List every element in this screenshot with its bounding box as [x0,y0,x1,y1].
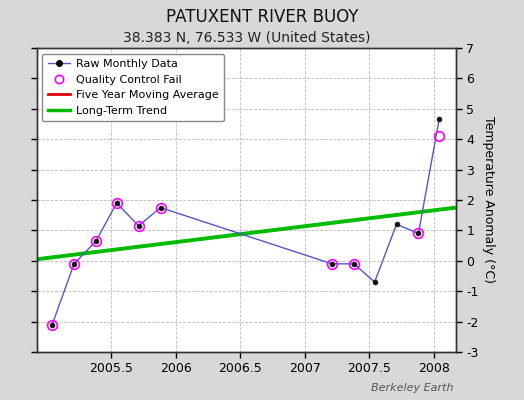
Legend: Raw Monthly Data, Quality Control Fail, Five Year Moving Average, Long-Term Tren: Raw Monthly Data, Quality Control Fail, … [42,54,224,121]
Title: 38.383 N, 76.533 W (United States): 38.383 N, 76.533 W (United States) [123,32,370,46]
Text: Berkeley Earth: Berkeley Earth [370,382,453,392]
Y-axis label: Temperature Anomaly (°C): Temperature Anomaly (°C) [482,116,495,284]
Text: PATUXENT RIVER BUOY: PATUXENT RIVER BUOY [166,8,358,26]
